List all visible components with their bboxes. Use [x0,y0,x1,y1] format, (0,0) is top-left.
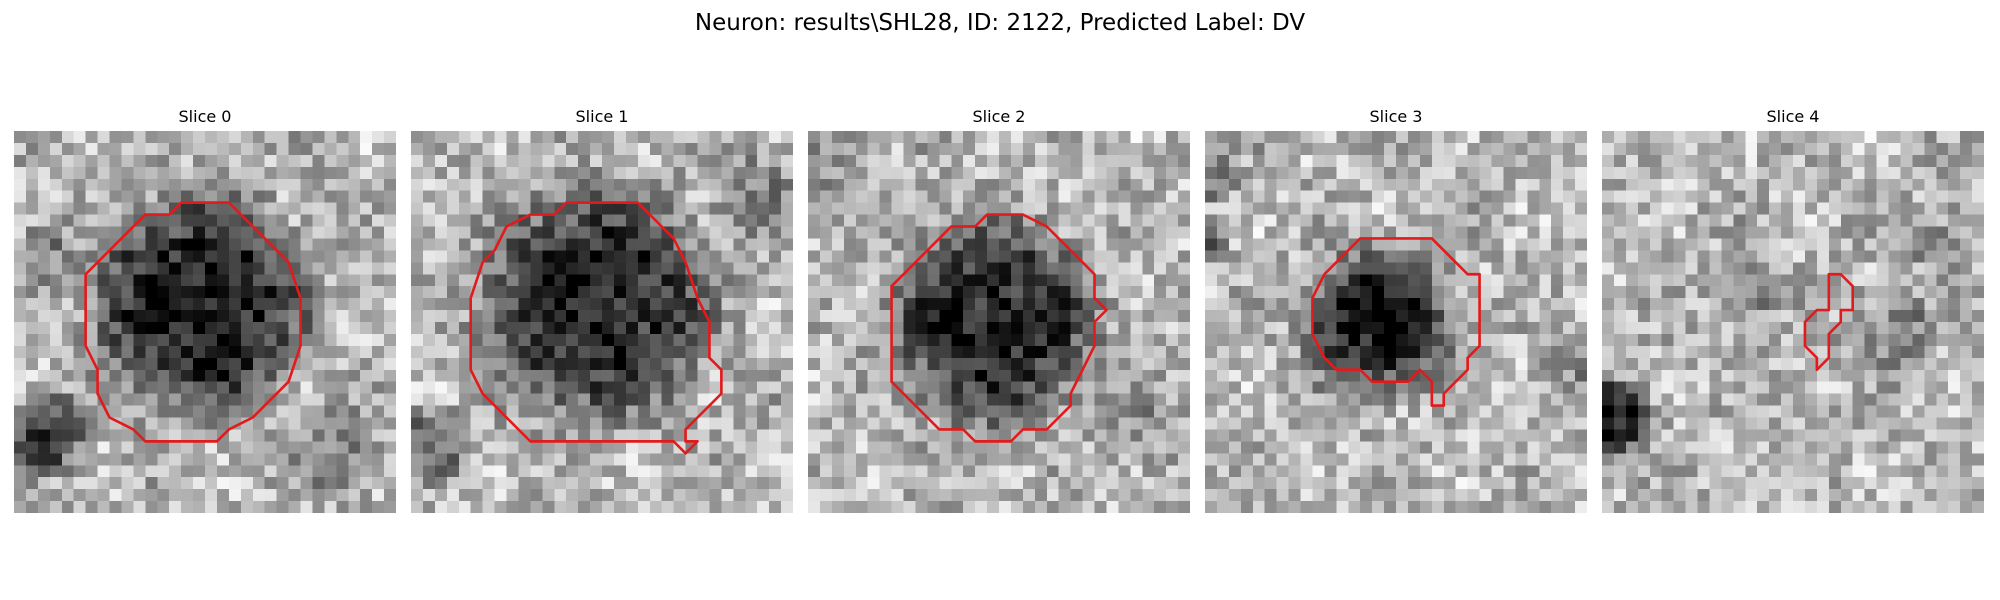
slice-image-1 [411,131,793,513]
slice-panel-1: Slice 1 [411,106,793,513]
pixel-grid [1205,131,1587,513]
slice-panel-0: Slice 0 [14,106,396,513]
pixel-grid [808,131,1190,513]
slice-title-2: Slice 2 [972,107,1026,126]
neuron-contour [84,201,302,443]
neuron-contour [890,213,1108,443]
slice-image-0 [14,131,396,513]
neuron-contour [1311,237,1481,407]
slice-image-3 [1205,131,1587,513]
slice-title-1: Slice 1 [575,107,629,126]
slice-title-4: Slice 4 [1766,107,1820,126]
slice-title-0: Slice 0 [178,107,232,126]
figure-title: Neuron: results\SHL28, ID: 2122, Predict… [694,10,1306,36]
pixel-grid [411,131,793,513]
neuron-contour [469,201,723,455]
slice-title-3: Slice 3 [1369,107,1423,126]
slice-panel-4: Slice 4 [1602,106,1984,513]
neuron-contour [1803,272,1855,372]
slice-panel-3: Slice 3 [1205,106,1587,513]
pixel-grid [1602,131,1984,513]
pixel-grid [14,131,396,513]
slice-image-2 [808,131,1190,513]
slice-panel-2: Slice 2 [808,106,1190,513]
slice-image-4 [1602,131,1984,513]
